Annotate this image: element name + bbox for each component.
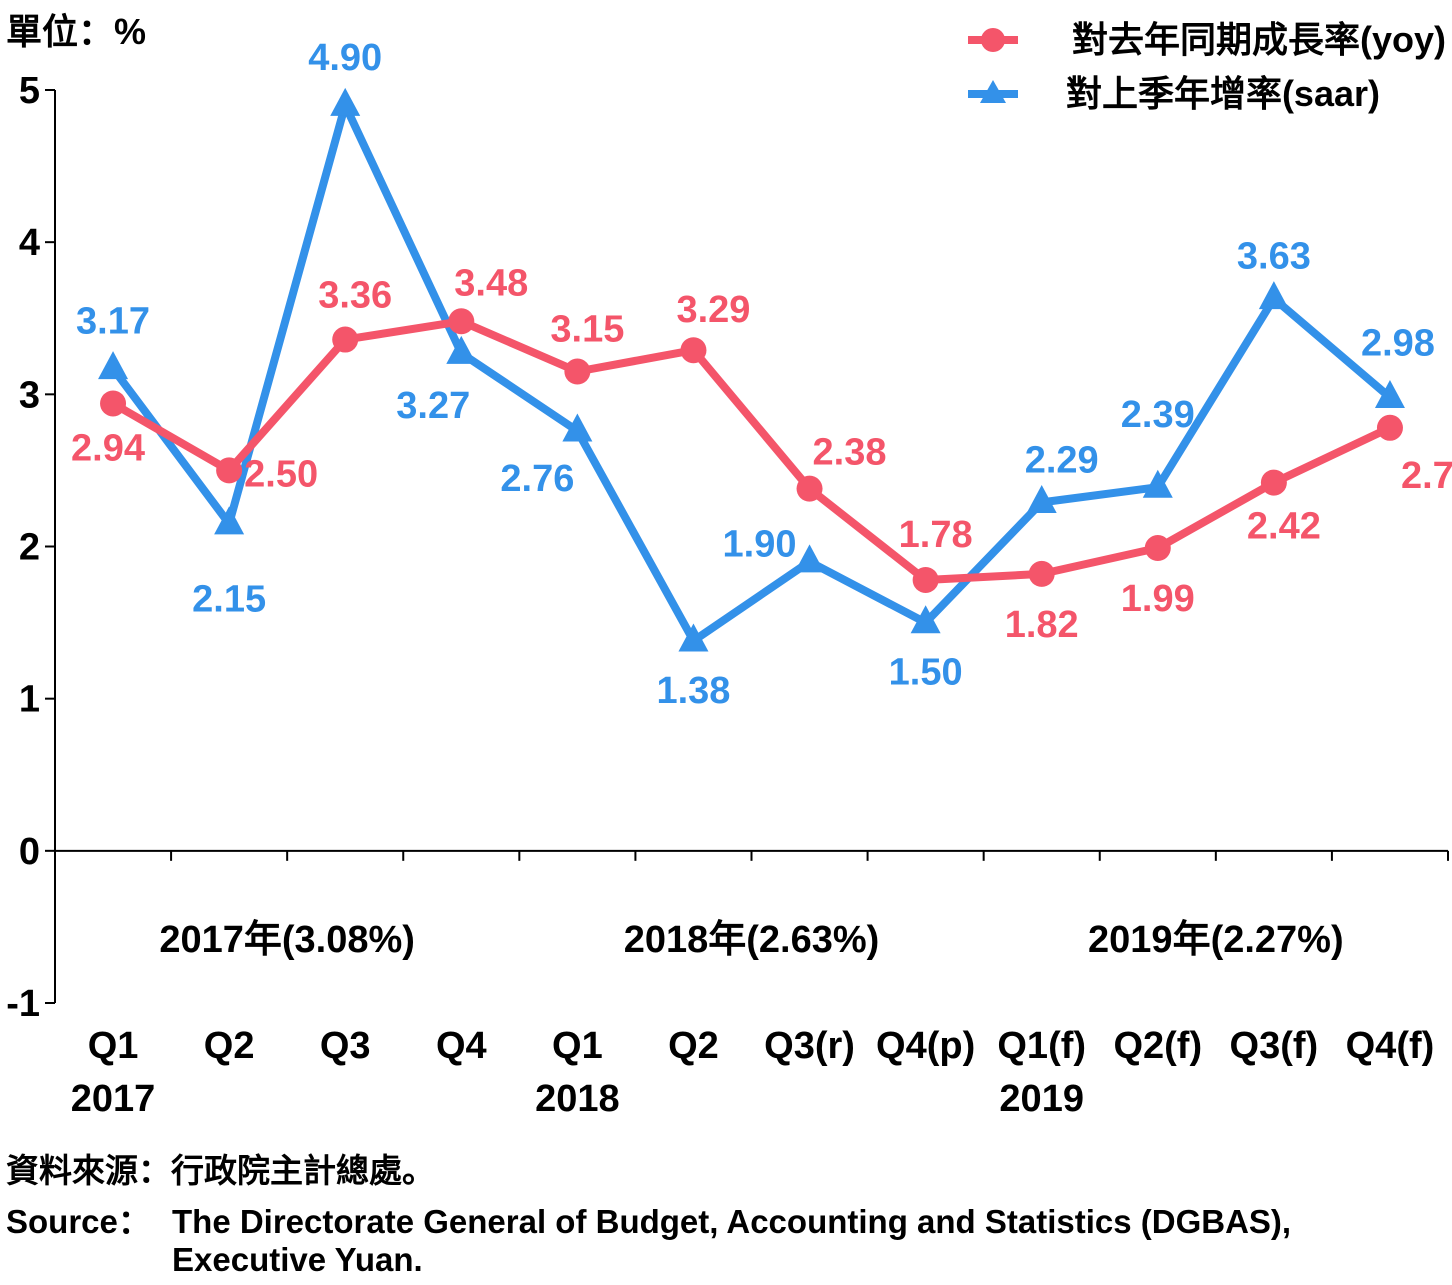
data-point-yoy	[100, 390, 127, 417]
data-label-saar: 1.90	[723, 524, 797, 566]
x-tick-label: Q2	[668, 1025, 719, 1067]
data-label-saar: 2.98	[1361, 322, 1435, 364]
x-tick-label: Q1(f)	[997, 1025, 1086, 1067]
data-label-saar: 2.39	[1121, 394, 1195, 436]
data-label-yoy: 3.48	[454, 262, 528, 304]
data-label-yoy: 2.78	[1401, 455, 1452, 497]
data-point-yoy	[216, 457, 243, 484]
data-label-yoy: 2.42	[1247, 506, 1321, 548]
data-label-saar: 4.90	[308, 37, 382, 79]
data-point-yoy	[448, 308, 475, 335]
legend: 對去年同期成長率(yoy) 對上季年增率(saar)	[968, 19, 1446, 114]
legend-saar-marker	[980, 80, 1006, 103]
annual-growth-label: 2019年(2.27%)	[1088, 919, 1344, 961]
source-note-zh: 資料來源：行政院主計總處。	[6, 1152, 435, 1189]
data-label-saar: 3.63	[1237, 235, 1311, 277]
data-point-saar	[678, 623, 709, 652]
data-label-yoy: 3.15	[550, 309, 624, 351]
data-point-yoy	[1028, 560, 1055, 587]
series-line-yoy	[111, 317, 1392, 584]
line-chart: 單位：% 5 4 3 2 1 0 -1 Q1 Q2 Q3 Q4 Q1 Q2 Q3(r) Q4(p) Q1(f)…	[6, 11, 1452, 1120]
axes: 5 4 3 2 1 0 -1 Q1 Q2 Q3 Q4 Q1 Q2 Q3(r) Q4(p) Q1(f) Q2(f)…	[6, 70, 1449, 1120]
x-tick-label: Q3(f)	[1230, 1025, 1319, 1067]
data-label-yoy: 1.82	[1005, 604, 1079, 646]
data-point-saar	[1142, 469, 1173, 498]
x-year-label: 2018	[535, 1078, 620, 1120]
x-tick-label: Q2(f)	[1113, 1025, 1202, 1067]
x-tick-label: Q1	[88, 1025, 139, 1067]
data-point-saar	[794, 544, 825, 573]
series-lines	[109, 101, 1393, 645]
data-point-yoy	[1260, 469, 1287, 496]
data-point-saar	[446, 335, 477, 364]
data-point-saar	[1026, 485, 1057, 514]
data-point-saar	[98, 351, 129, 380]
data-label-yoy: 2.50	[244, 453, 318, 495]
source-note-en: The Directorate General of Budget, Accou…	[172, 1203, 1292, 1278]
y-tick-label: 0	[19, 831, 40, 873]
data-point-saar	[1258, 281, 1289, 310]
data-point-yoy	[564, 358, 591, 385]
series-line-saar	[109, 101, 1393, 645]
data-label-saar: 2.76	[500, 458, 574, 500]
data-labels: 3.17 2.15 4.90 3.27 2.76 1.38 1.90 1.50 2.29 2.39…	[71, 37, 1452, 712]
data-label-saar: 2.29	[1025, 439, 1099, 481]
data-label-saar: 1.50	[889, 652, 963, 694]
x-tick-label: Q4(p)	[876, 1025, 975, 1067]
data-point-yoy	[680, 337, 707, 364]
data-point-yoy	[1144, 535, 1171, 562]
legend-saar-label: 對上季年增率(saar)	[1066, 73, 1380, 114]
annual-growth-label: 2018年(2.63%)	[624, 919, 880, 961]
unit-label: 單位：%	[6, 11, 146, 52]
x-year-label: 2019	[999, 1078, 1084, 1120]
data-point-saar	[330, 87, 361, 116]
x-tick-label: Q3	[320, 1025, 371, 1067]
data-label-yoy: 1.78	[899, 514, 973, 556]
data-label-saar: 1.38	[656, 670, 730, 712]
legend-yoy-label: 對去年同期成長率(yoy)	[1072, 19, 1446, 60]
data-point-saar	[1374, 380, 1405, 409]
series-markers	[98, 87, 1405, 652]
annual-growth-label: 2017年(3.08%)	[159, 919, 415, 961]
x-year-label: 2017	[71, 1078, 156, 1120]
y-tick-label: 1	[19, 679, 40, 721]
data-point-saar	[562, 413, 593, 442]
y-tick-label: 2	[19, 527, 40, 569]
data-label-saar: 2.15	[192, 579, 266, 621]
data-point-saar	[910, 605, 941, 634]
x-tick-label: Q4	[436, 1025, 487, 1067]
legend-yoy-marker	[981, 28, 1005, 52]
data-label-yoy: 3.36	[318, 275, 392, 317]
y-tick-label: 5	[19, 70, 40, 112]
x-tick-label: Q4(f)	[1346, 1025, 1435, 1067]
data-label-saar: 3.27	[396, 385, 470, 427]
data-label-yoy: 3.29	[676, 289, 750, 331]
data-point-yoy	[796, 475, 823, 502]
data-label-yoy: 2.38	[813, 432, 887, 474]
x-tick-label: Q2	[204, 1025, 255, 1067]
data-label-yoy: 1.99	[1121, 578, 1195, 620]
data-label-yoy: 2.94	[71, 427, 145, 469]
y-tick-label: 4	[19, 222, 40, 264]
data-point-yoy	[332, 326, 359, 353]
y-tick-label: -1	[6, 983, 40, 1025]
x-tick-label: Q3(r)	[764, 1025, 855, 1067]
source-note-en-label: Source：	[6, 1203, 151, 1240]
x-tick-label: Q1	[552, 1025, 603, 1067]
y-tick-label: 3	[19, 374, 40, 416]
data-point-saar	[214, 506, 245, 535]
data-point-yoy	[912, 566, 939, 593]
data-label-saar: 3.17	[76, 300, 150, 342]
data-point-yoy	[1376, 414, 1403, 441]
